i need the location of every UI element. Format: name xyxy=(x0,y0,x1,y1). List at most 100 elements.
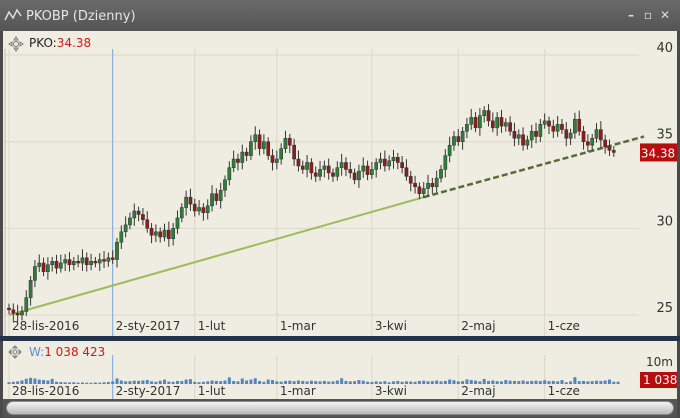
volume-bar xyxy=(11,381,15,384)
candle-body xyxy=(344,162,348,170)
volume-bar xyxy=(93,382,97,384)
candle xyxy=(97,253,102,271)
volume-y-tick: 10m xyxy=(646,355,673,369)
candle-body xyxy=(478,115,482,129)
candle xyxy=(590,133,595,151)
volume-bar xyxy=(577,381,581,384)
candle-body xyxy=(404,167,409,177)
x-tick-label: 3-kwi xyxy=(375,384,407,398)
candle xyxy=(456,129,461,147)
x-tick-label: 2-maj xyxy=(461,319,495,333)
volume-bar xyxy=(180,381,184,384)
volume-bar xyxy=(538,381,542,384)
volume-bar xyxy=(219,381,223,384)
volume-bar xyxy=(461,381,465,384)
volume-panel[interactable]: W:1 038 423 28-lis-2016 2-sty-2017 1-lut 1-… xyxy=(3,341,677,399)
candle xyxy=(538,118,543,143)
minimize-button[interactable]: – xyxy=(628,8,634,22)
volume-bar xyxy=(396,380,400,384)
x-tick-label: 1-cze xyxy=(548,319,580,333)
candle xyxy=(322,160,327,178)
maximize-button[interactable]: ▫ xyxy=(643,8,653,22)
volume-bar xyxy=(279,381,283,384)
candle-body xyxy=(551,125,556,132)
volume-bar xyxy=(184,379,188,384)
candle xyxy=(564,122,569,147)
candle xyxy=(370,161,374,179)
volume-bar xyxy=(474,380,478,384)
candle xyxy=(555,115,560,137)
candle xyxy=(413,175,417,194)
candle xyxy=(374,158,379,178)
candle-body xyxy=(249,141,253,156)
volume-bar xyxy=(599,380,603,384)
close-button[interactable]: ✕ xyxy=(659,8,671,22)
candle-body xyxy=(508,122,512,132)
candle-body xyxy=(603,139,608,148)
x-tick-label: 2-maj xyxy=(461,384,495,398)
candle xyxy=(426,174,430,197)
candle-body xyxy=(486,110,491,122)
volume-bar xyxy=(106,382,110,384)
candle xyxy=(313,166,318,182)
volume-bar xyxy=(59,382,63,384)
price-panel[interactable]: PKO:34.38 40 35 30 25 28-lis-2016 2-sty-2017 1… xyxy=(3,31,677,336)
candle xyxy=(361,157,366,178)
volume-bar xyxy=(379,381,383,384)
window-title: PKOBP (Dzienny) xyxy=(26,9,136,24)
symbol-label: PKO: xyxy=(29,36,57,50)
panel-divider[interactable] xyxy=(0,336,680,341)
candle-body xyxy=(63,259,68,264)
candle xyxy=(305,155,309,178)
x-tick-label: 1-lut xyxy=(198,384,226,398)
candle-body xyxy=(577,118,582,132)
volume-bar xyxy=(163,379,167,384)
candle-body xyxy=(236,158,240,163)
volume-bar xyxy=(443,380,447,384)
candle-body xyxy=(456,136,461,142)
candle-body xyxy=(37,262,42,267)
candle-body xyxy=(495,117,500,129)
move-handle-icon[interactable] xyxy=(8,345,22,359)
candle xyxy=(529,124,534,148)
candle xyxy=(443,149,448,178)
volume-bar xyxy=(314,381,318,384)
volume-bar xyxy=(98,382,102,384)
candle-body xyxy=(33,266,37,281)
candle xyxy=(387,155,392,171)
volume-bar xyxy=(404,381,408,384)
candle xyxy=(244,147,249,162)
candle-body xyxy=(490,120,495,129)
volume-bar xyxy=(478,381,482,384)
volume-bar xyxy=(171,381,175,384)
candle-body xyxy=(326,165,331,174)
candle xyxy=(145,211,150,233)
volume-bar xyxy=(426,381,430,384)
candle xyxy=(395,152,400,170)
x-tick-label: 28-lis-2016 xyxy=(12,384,79,398)
candle-body xyxy=(607,146,612,151)
volume-bar xyxy=(564,382,568,384)
candle xyxy=(547,116,551,135)
candle xyxy=(577,110,582,136)
horizontal-scrollbar[interactable] xyxy=(3,399,677,417)
candle xyxy=(318,160,322,181)
candle xyxy=(231,150,236,173)
candle-body xyxy=(421,188,426,194)
volume-bar xyxy=(469,380,473,384)
candle xyxy=(465,117,469,139)
candle xyxy=(300,160,305,174)
candle xyxy=(512,122,517,147)
volume-bar xyxy=(145,380,149,384)
candle xyxy=(560,118,564,134)
candle xyxy=(253,126,258,150)
candle-body xyxy=(15,313,20,316)
candle-body xyxy=(598,129,603,141)
move-handle-icon[interactable] xyxy=(8,36,24,52)
candle-body xyxy=(322,165,327,170)
volume-bar xyxy=(322,380,326,384)
candle-body xyxy=(192,203,197,212)
candle-body xyxy=(357,170,361,181)
volume-bar xyxy=(551,380,555,384)
scrollbar-thumb[interactable] xyxy=(6,401,674,415)
